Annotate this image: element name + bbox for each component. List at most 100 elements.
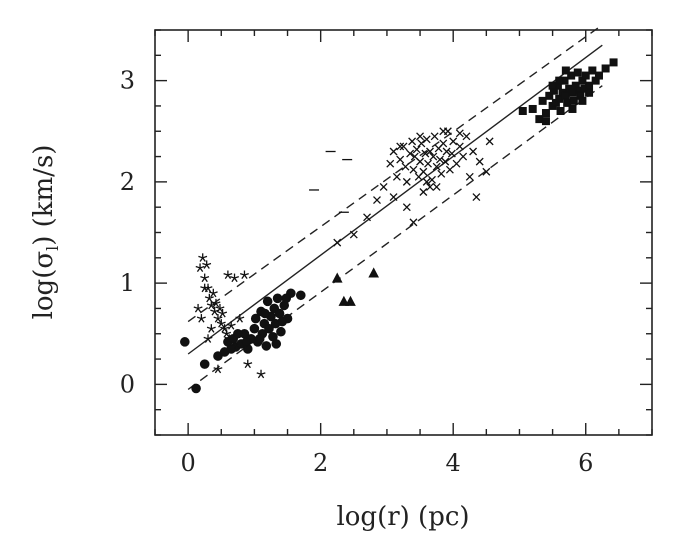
star-stroke (203, 336, 209, 340)
star-point (226, 321, 236, 330)
star-point (193, 303, 203, 313)
star-stroke (221, 321, 226, 325)
star-stroke (241, 274, 245, 280)
square-point (548, 81, 557, 90)
star-stroke (206, 262, 212, 266)
cross-point (392, 172, 401, 181)
circle-point (277, 316, 288, 327)
cross-point (389, 193, 398, 202)
cross-stroke (459, 152, 468, 161)
star-stroke (204, 287, 208, 293)
star-stroke (239, 316, 245, 320)
square-point (538, 96, 547, 105)
cross-point (465, 172, 474, 181)
star-point (206, 324, 216, 333)
star-stroke (204, 276, 210, 279)
star-point (196, 314, 206, 323)
cross-stroke (432, 182, 441, 191)
square-point (541, 117, 550, 126)
cross-stroke (455, 142, 464, 151)
star-point (243, 359, 253, 369)
cross-point (449, 137, 458, 146)
star-stroke (218, 323, 222, 328)
circle-point (180, 337, 190, 347)
cross-point (432, 162, 441, 171)
square-point (561, 66, 570, 75)
cross-stroke (430, 132, 439, 141)
cross-stroke (386, 159, 395, 168)
cross-stroke (437, 169, 446, 178)
cross-stroke (424, 159, 432, 168)
cross-stroke (429, 152, 438, 161)
square-point (528, 104, 537, 113)
star-stroke (214, 311, 218, 316)
star-stroke (204, 286, 210, 289)
cross-stroke (442, 147, 451, 156)
cross-stroke (452, 159, 461, 168)
circle-point (261, 341, 272, 351)
square-point (555, 76, 564, 85)
circle-point (272, 293, 283, 304)
star-stroke (214, 368, 219, 374)
star-stroke (212, 302, 217, 308)
star-point (206, 300, 216, 310)
star-stroke (234, 276, 240, 279)
cross-stroke (409, 165, 418, 174)
star-stroke (257, 373, 262, 379)
star-stroke (214, 318, 219, 323)
cross-stroke (419, 188, 428, 196)
star-stroke (202, 255, 208, 259)
star-stroke (230, 276, 235, 279)
star-stroke (210, 328, 215, 333)
star-stroke (219, 313, 224, 318)
circle-point (276, 326, 286, 337)
star-stroke (213, 367, 219, 370)
star-stroke (200, 276, 205, 279)
star-point (202, 260, 212, 269)
cross-point (482, 167, 491, 176)
cross-point (428, 175, 436, 184)
cross-stroke (412, 145, 421, 154)
y-tick-label: 0 (120, 370, 135, 398)
cross-stroke (432, 162, 441, 171)
cross-stroke (426, 182, 434, 191)
y-axis-label: log(σl) (km/s) (29, 145, 62, 320)
cross-point (401, 162, 410, 171)
cross-point (406, 149, 415, 158)
cross-point (475, 157, 484, 166)
circle-point (199, 359, 210, 369)
star-stroke (216, 308, 221, 313)
cross-point (389, 147, 398, 156)
fit-line-dashed (187, 85, 603, 391)
cross-stroke (465, 172, 474, 181)
cross-point (422, 135, 431, 144)
square-point (556, 107, 565, 115)
cross-stroke (396, 142, 405, 151)
star-stroke (244, 273, 249, 276)
cross-stroke (445, 165, 454, 174)
cross-stroke (472, 193, 481, 202)
star-stroke (197, 308, 202, 313)
star-stroke (223, 333, 228, 338)
star-stroke (201, 316, 206, 320)
star-stroke (217, 367, 223, 370)
cross-stroke (422, 135, 431, 144)
data-points (180, 58, 618, 394)
square-point (581, 71, 590, 80)
star-stroke (256, 372, 262, 375)
cross-point (459, 152, 468, 161)
star-stroke (222, 311, 228, 315)
cross-point (416, 132, 425, 141)
star-stroke (227, 273, 233, 276)
star-stroke (215, 306, 221, 310)
cross-stroke (421, 149, 430, 158)
square-point (588, 66, 597, 75)
circle-point (260, 308, 270, 319)
star-stroke (199, 257, 204, 262)
star-stroke (207, 336, 213, 340)
star-stroke (210, 292, 214, 298)
star-stroke (204, 338, 209, 343)
cross-point (399, 142, 408, 151)
star-point (224, 334, 234, 343)
